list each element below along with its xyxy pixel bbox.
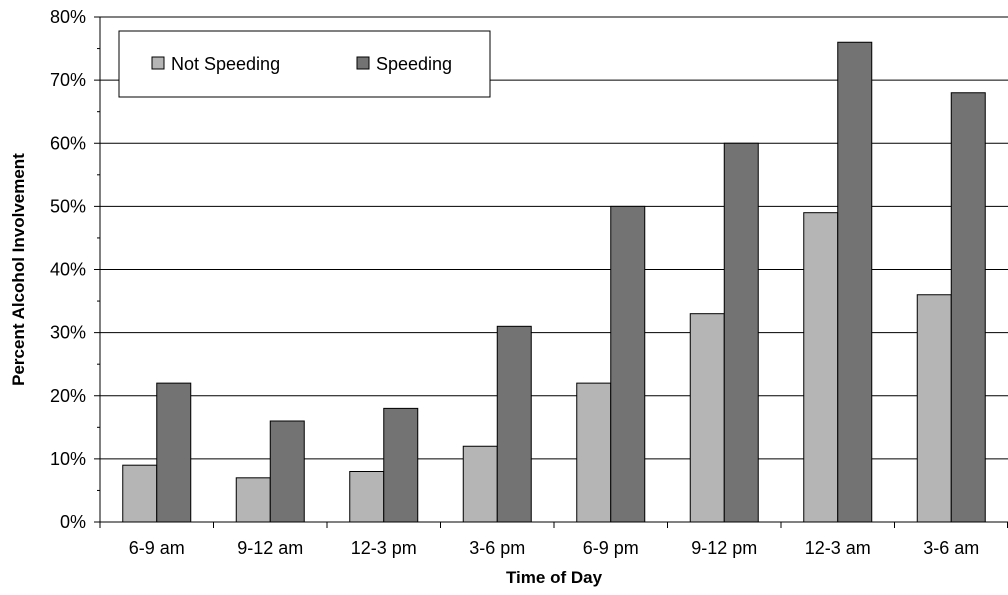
x-tick-label: 6-9 pm [583,538,639,558]
bar-speeding [838,42,872,522]
y-tick-label: 60% [50,133,86,153]
y-tick-label: 20% [50,386,86,406]
bar-speeding [724,143,758,522]
x-tick-label: 3-6 am [923,538,979,558]
bar-not-speeding [690,314,724,522]
y-tick-label: 80% [50,7,86,27]
x-tick-label: 9-12 am [237,538,303,558]
y-tick-label: 30% [50,323,86,343]
bar-not-speeding [350,472,384,523]
y-axis-title: Percent Alcohol Involvement [9,153,28,386]
legend-label: Speeding [376,54,452,74]
legend-label: Not Speeding [171,54,280,74]
bar-speeding [497,326,531,522]
x-tick-label: 12-3 pm [351,538,417,558]
y-tick-label: 70% [50,70,86,90]
bar-not-speeding [236,478,270,522]
bars [123,42,986,522]
x-tick-label: 6-9 am [129,538,185,558]
bar-speeding [157,383,191,522]
bar-speeding [384,408,418,522]
x-axis-title: Time of Day [506,568,603,587]
legend: Not Speeding Speeding [119,31,490,97]
y-tick-label: 40% [50,260,86,280]
bar-speeding [270,421,304,522]
legend-swatch-not-speeding [152,57,164,69]
y-tick-label: 10% [50,449,86,469]
x-tick-label: 9-12 pm [691,538,757,558]
bar-speeding [611,206,645,522]
x-tick-label: 3-6 pm [469,538,525,558]
y-tick-label: 50% [50,196,86,216]
bar-not-speeding [917,295,951,522]
bar-not-speeding [577,383,611,522]
bar-not-speeding [804,213,838,522]
bar-speeding [951,93,985,522]
bar-not-speeding [123,465,157,522]
bar-not-speeding [463,446,497,522]
x-tick-label: 12-3 am [805,538,871,558]
legend-swatch-speeding [357,57,369,69]
y-tick-label: 0% [60,512,86,532]
